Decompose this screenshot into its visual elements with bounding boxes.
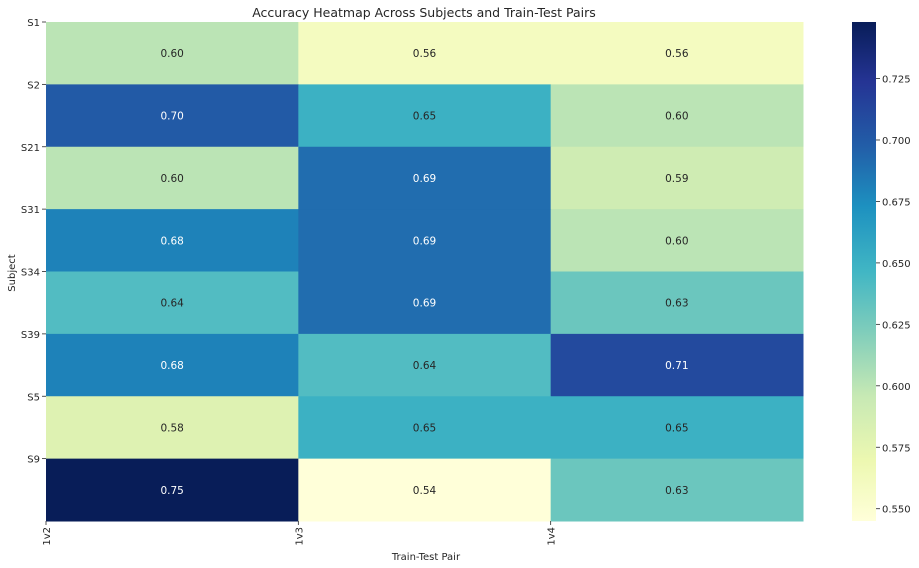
colorbar: 0.550 0.575 0.600 0.625 0.650 0.675 0.700 0.725 bbox=[852, 22, 911, 521]
x-tick-label: 1v4 bbox=[547, 527, 558, 546]
cell-annotation: 0.69 bbox=[413, 235, 436, 247]
cell-annotation: 0.56 bbox=[413, 48, 437, 60]
cell-annotation: 0.68 bbox=[160, 235, 183, 247]
cell-annotation: 0.60 bbox=[160, 48, 183, 60]
heatmap-cell bbox=[298, 146, 552, 210]
cell-annotation: 0.54 bbox=[413, 485, 437, 497]
y-tick-label: S31 bbox=[21, 205, 40, 216]
heatmap-cell bbox=[550, 271, 804, 335]
heatmap-cell bbox=[298, 333, 552, 397]
heatmap-cells bbox=[46, 22, 804, 522]
heatmap-cell bbox=[550, 333, 804, 397]
cell-annotation: 0.63 bbox=[665, 298, 688, 310]
cell-annotation: 0.58 bbox=[160, 422, 183, 434]
colorbar-tick-label: 0.650 bbox=[882, 259, 911, 270]
cell-annotation: 0.56 bbox=[665, 48, 689, 60]
y-tick-label: S39 bbox=[21, 330, 40, 341]
colorbar-tick-label: 0.700 bbox=[882, 136, 911, 147]
cell-annotation: 0.60 bbox=[665, 235, 688, 247]
colorbar-tick-label: 0.550 bbox=[882, 505, 911, 516]
heatmap-cell bbox=[46, 22, 299, 85]
heatmap-cell bbox=[46, 84, 299, 148]
cell-annotation: 0.65 bbox=[413, 111, 436, 123]
heatmap-cell bbox=[46, 271, 299, 335]
heatmap-cell bbox=[550, 396, 804, 460]
colorbar-tick-label: 0.575 bbox=[882, 443, 911, 454]
y-tick-label: S9 bbox=[27, 455, 40, 466]
x-tick-label: 1v2 bbox=[42, 527, 53, 546]
cell-annotation: 0.65 bbox=[665, 422, 688, 434]
cell-annotation: 0.75 bbox=[160, 485, 183, 497]
cell-annotation: 0.70 bbox=[160, 111, 183, 123]
x-tick-labels: 1v2 1v3 1v4 bbox=[42, 521, 558, 546]
heatmap-cell bbox=[298, 458, 552, 522]
cell-annotation: 0.64 bbox=[160, 298, 184, 310]
heatmap-cell bbox=[298, 84, 552, 148]
colorbar-tick-label: 0.725 bbox=[882, 75, 911, 86]
heatmap-cell bbox=[298, 22, 552, 85]
y-tick-label: S34 bbox=[21, 268, 40, 279]
cell-annotation: 0.59 bbox=[665, 173, 688, 185]
heatmap-cell bbox=[550, 146, 804, 210]
y-tick-label: S1 bbox=[27, 18, 40, 29]
x-axis-label: Train-Test Pair bbox=[391, 552, 461, 563]
colorbar-gradient bbox=[852, 22, 876, 521]
heatmap-annotations: 0.60 0.56 0.56 0.70 0.65 0.60 0.60 0.69 0.59 0.68… bbox=[160, 48, 688, 497]
heatmap-cell bbox=[46, 458, 299, 522]
cell-annotation: 0.63 bbox=[665, 485, 688, 497]
heatmap-cell bbox=[298, 396, 552, 460]
cell-annotation: 0.60 bbox=[665, 111, 688, 123]
y-tick-label: S21 bbox=[21, 143, 40, 154]
cell-annotation: 0.65 bbox=[413, 422, 436, 434]
heatmap-cell bbox=[46, 333, 299, 397]
cell-annotation: 0.71 bbox=[665, 360, 688, 372]
x-tick-label: 1v3 bbox=[294, 527, 305, 546]
colorbar-tick-label: 0.625 bbox=[882, 320, 911, 331]
cell-annotation: 0.68 bbox=[160, 360, 183, 372]
y-tick-label: S5 bbox=[27, 392, 40, 403]
heatmap-cell bbox=[550, 209, 804, 273]
heatmap-cell bbox=[46, 209, 299, 273]
heatmap-cell bbox=[550, 22, 804, 85]
heatmap-cell bbox=[550, 458, 804, 522]
heatmap-cell bbox=[46, 396, 299, 460]
cell-annotation: 0.60 bbox=[160, 173, 183, 185]
heatmap-cell bbox=[298, 209, 552, 273]
colorbar-tick-label: 0.600 bbox=[882, 382, 911, 393]
y-tick-labels: S1 S2 S21 S31 S34 S39 S5 S9 bbox=[21, 18, 46, 466]
cell-annotation: 0.64 bbox=[413, 360, 437, 372]
chart-title: Accuracy Heatmap Across Subjects and Tra… bbox=[252, 5, 596, 20]
cell-annotation: 0.69 bbox=[413, 298, 436, 310]
heatmap-cell bbox=[298, 271, 552, 335]
heatmap-cell bbox=[46, 146, 299, 210]
colorbar-tick-label: 0.675 bbox=[882, 197, 911, 208]
heatmap-cell bbox=[550, 84, 804, 148]
cell-annotation: 0.69 bbox=[413, 173, 436, 185]
y-axis-label: Subject bbox=[7, 254, 18, 291]
y-tick-label: S2 bbox=[27, 80, 40, 91]
